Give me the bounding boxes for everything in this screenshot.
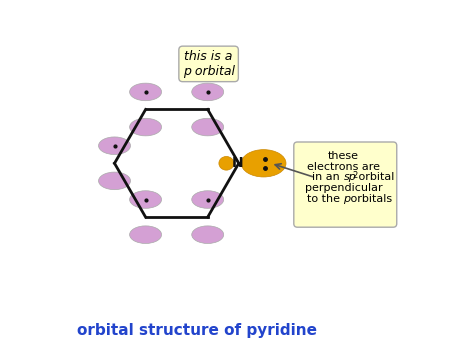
Ellipse shape	[241, 149, 286, 177]
Text: perpendicular: perpendicular	[305, 183, 383, 193]
Ellipse shape	[192, 83, 224, 101]
Text: N: N	[232, 156, 244, 170]
Text: this is a
p orbital: this is a p orbital	[182, 50, 235, 78]
Ellipse shape	[129, 118, 162, 136]
Text: in an: in an	[312, 173, 344, 182]
Text: to the: to the	[307, 194, 344, 204]
Text: these: these	[328, 151, 359, 161]
Text: orbitals: orbitals	[347, 194, 392, 204]
Ellipse shape	[192, 226, 224, 244]
Ellipse shape	[99, 137, 130, 154]
Ellipse shape	[192, 118, 224, 136]
Ellipse shape	[129, 226, 162, 244]
Text: 2: 2	[352, 170, 357, 180]
Text: sp: sp	[344, 173, 356, 182]
Ellipse shape	[219, 157, 234, 170]
Ellipse shape	[129, 191, 162, 208]
Ellipse shape	[192, 191, 224, 208]
Text: orbital structure of pyridine: orbital structure of pyridine	[77, 323, 317, 338]
Text: electrons are: electrons are	[307, 162, 380, 172]
Text: p: p	[344, 194, 351, 204]
Text: orbital: orbital	[355, 173, 394, 182]
Ellipse shape	[99, 172, 130, 190]
Ellipse shape	[129, 83, 162, 101]
FancyBboxPatch shape	[294, 142, 397, 227]
